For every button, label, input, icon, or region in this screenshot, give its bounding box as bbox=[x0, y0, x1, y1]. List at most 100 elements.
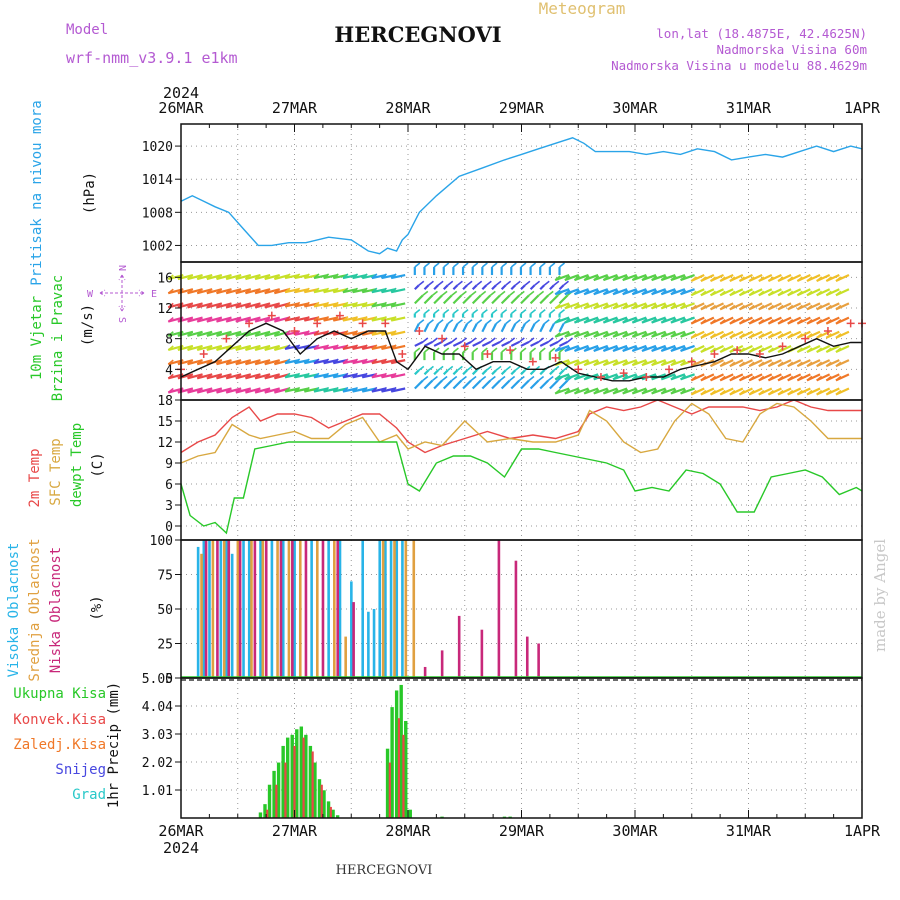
wind-barb bbox=[313, 344, 320, 350]
wind-barb bbox=[622, 373, 638, 381]
wind-barb bbox=[767, 318, 774, 325]
wind-barb bbox=[564, 302, 580, 310]
wind-barb bbox=[622, 302, 638, 310]
wind-barb bbox=[225, 316, 232, 323]
wind-barb bbox=[245, 302, 261, 309]
precip-bar bbox=[313, 762, 317, 818]
wind-barb bbox=[660, 388, 667, 395]
cloud-bar bbox=[227, 540, 231, 678]
cloud-bar bbox=[253, 540, 257, 678]
wind-barb bbox=[622, 273, 638, 282]
wind-barb bbox=[466, 365, 473, 371]
wind-barb bbox=[583, 344, 599, 352]
ylabel-pressure: Pritisak na nivou mora bbox=[29, 100, 45, 285]
wind-barb bbox=[245, 359, 261, 366]
wind-barb bbox=[284, 287, 291, 293]
wind-barb bbox=[332, 287, 339, 293]
wind-barb bbox=[433, 294, 443, 305]
wind-barb bbox=[254, 344, 271, 352]
wind-barb bbox=[447, 365, 454, 371]
wind-barb bbox=[216, 345, 223, 351]
wind-barb bbox=[651, 289, 658, 295]
wind-barb bbox=[641, 288, 657, 296]
gust-point bbox=[710, 350, 719, 358]
wind-barb bbox=[485, 319, 492, 325]
wind-barb bbox=[603, 373, 618, 381]
wind-barb bbox=[481, 294, 492, 305]
wind-barb bbox=[825, 333, 832, 339]
wind-barb bbox=[332, 358, 339, 364]
wind-barb bbox=[518, 290, 525, 297]
wind-barb bbox=[470, 375, 477, 382]
wind-barb bbox=[414, 284, 420, 290]
wind-barb bbox=[342, 358, 349, 364]
wind-barb bbox=[254, 302, 271, 309]
wind-barb bbox=[481, 369, 488, 376]
wind-barb bbox=[680, 332, 687, 338]
wind-barb bbox=[462, 262, 469, 268]
wind-barb bbox=[564, 344, 580, 352]
wind-barb bbox=[303, 315, 310, 322]
wind-barb bbox=[564, 374, 571, 380]
wind-barb bbox=[254, 359, 271, 366]
cloud-bar bbox=[225, 540, 228, 678]
wind-barb bbox=[433, 308, 440, 315]
wind-barb bbox=[554, 302, 570, 310]
cloud-bar bbox=[384, 540, 387, 678]
wind-barb bbox=[235, 331, 242, 337]
wind-barb bbox=[670, 332, 677, 338]
wind-barb bbox=[534, 280, 541, 286]
wind-barb bbox=[758, 333, 765, 339]
precip-legend-item: Zaledj.Kisa bbox=[13, 737, 106, 753]
wind-barb bbox=[489, 337, 496, 343]
compass-north: N bbox=[116, 265, 127, 271]
wind-barb bbox=[670, 302, 686, 310]
wind-barb bbox=[574, 359, 589, 367]
wind-barb bbox=[641, 289, 648, 295]
wind-barb bbox=[520, 262, 527, 268]
wind-barb bbox=[433, 379, 443, 390]
wind-barb bbox=[206, 345, 213, 351]
wind-barb bbox=[501, 308, 508, 315]
wind-barb bbox=[433, 262, 440, 268]
wind-barb bbox=[452, 262, 459, 268]
wind-barb bbox=[554, 374, 561, 380]
wind-barb bbox=[710, 276, 717, 282]
wind-barb bbox=[427, 365, 434, 371]
wind-barb bbox=[603, 330, 618, 338]
wind-barb bbox=[499, 290, 506, 297]
wind-barb bbox=[651, 273, 667, 282]
wind-barb bbox=[342, 287, 349, 293]
wind-barb bbox=[539, 323, 546, 333]
wind-barb bbox=[690, 375, 697, 381]
wind-barb bbox=[738, 276, 745, 282]
wind-barb bbox=[729, 361, 736, 367]
wind-barb bbox=[381, 287, 388, 293]
wind-barb bbox=[510, 284, 517, 290]
wind-barb bbox=[313, 372, 320, 378]
wind-barb bbox=[651, 303, 658, 310]
wind-barb bbox=[641, 275, 648, 281]
wind-barb bbox=[499, 337, 506, 343]
precip-bar bbox=[399, 684, 403, 818]
ylabel-precip: 1hr Precip (mm) bbox=[106, 682, 122, 808]
ytick-label: 18 bbox=[157, 394, 173, 409]
cloud-bar bbox=[219, 540, 223, 678]
wind-barb bbox=[442, 294, 453, 305]
wind-barb bbox=[264, 387, 281, 394]
precip-bar bbox=[258, 812, 263, 818]
wind-barb bbox=[167, 387, 174, 394]
wind-barb bbox=[451, 337, 458, 343]
wind-barb bbox=[835, 304, 842, 311]
wind-barb bbox=[216, 316, 223, 323]
precip-bar bbox=[317, 779, 322, 818]
wind-barb bbox=[323, 372, 330, 378]
wind-barb bbox=[583, 332, 590, 338]
wind-barb bbox=[491, 379, 501, 390]
gust-point bbox=[506, 346, 515, 355]
wind-barb bbox=[651, 346, 658, 352]
wind-barb bbox=[710, 304, 717, 311]
wind-barb bbox=[641, 273, 657, 282]
wind-barb bbox=[196, 331, 203, 337]
wind-barb bbox=[573, 317, 580, 324]
